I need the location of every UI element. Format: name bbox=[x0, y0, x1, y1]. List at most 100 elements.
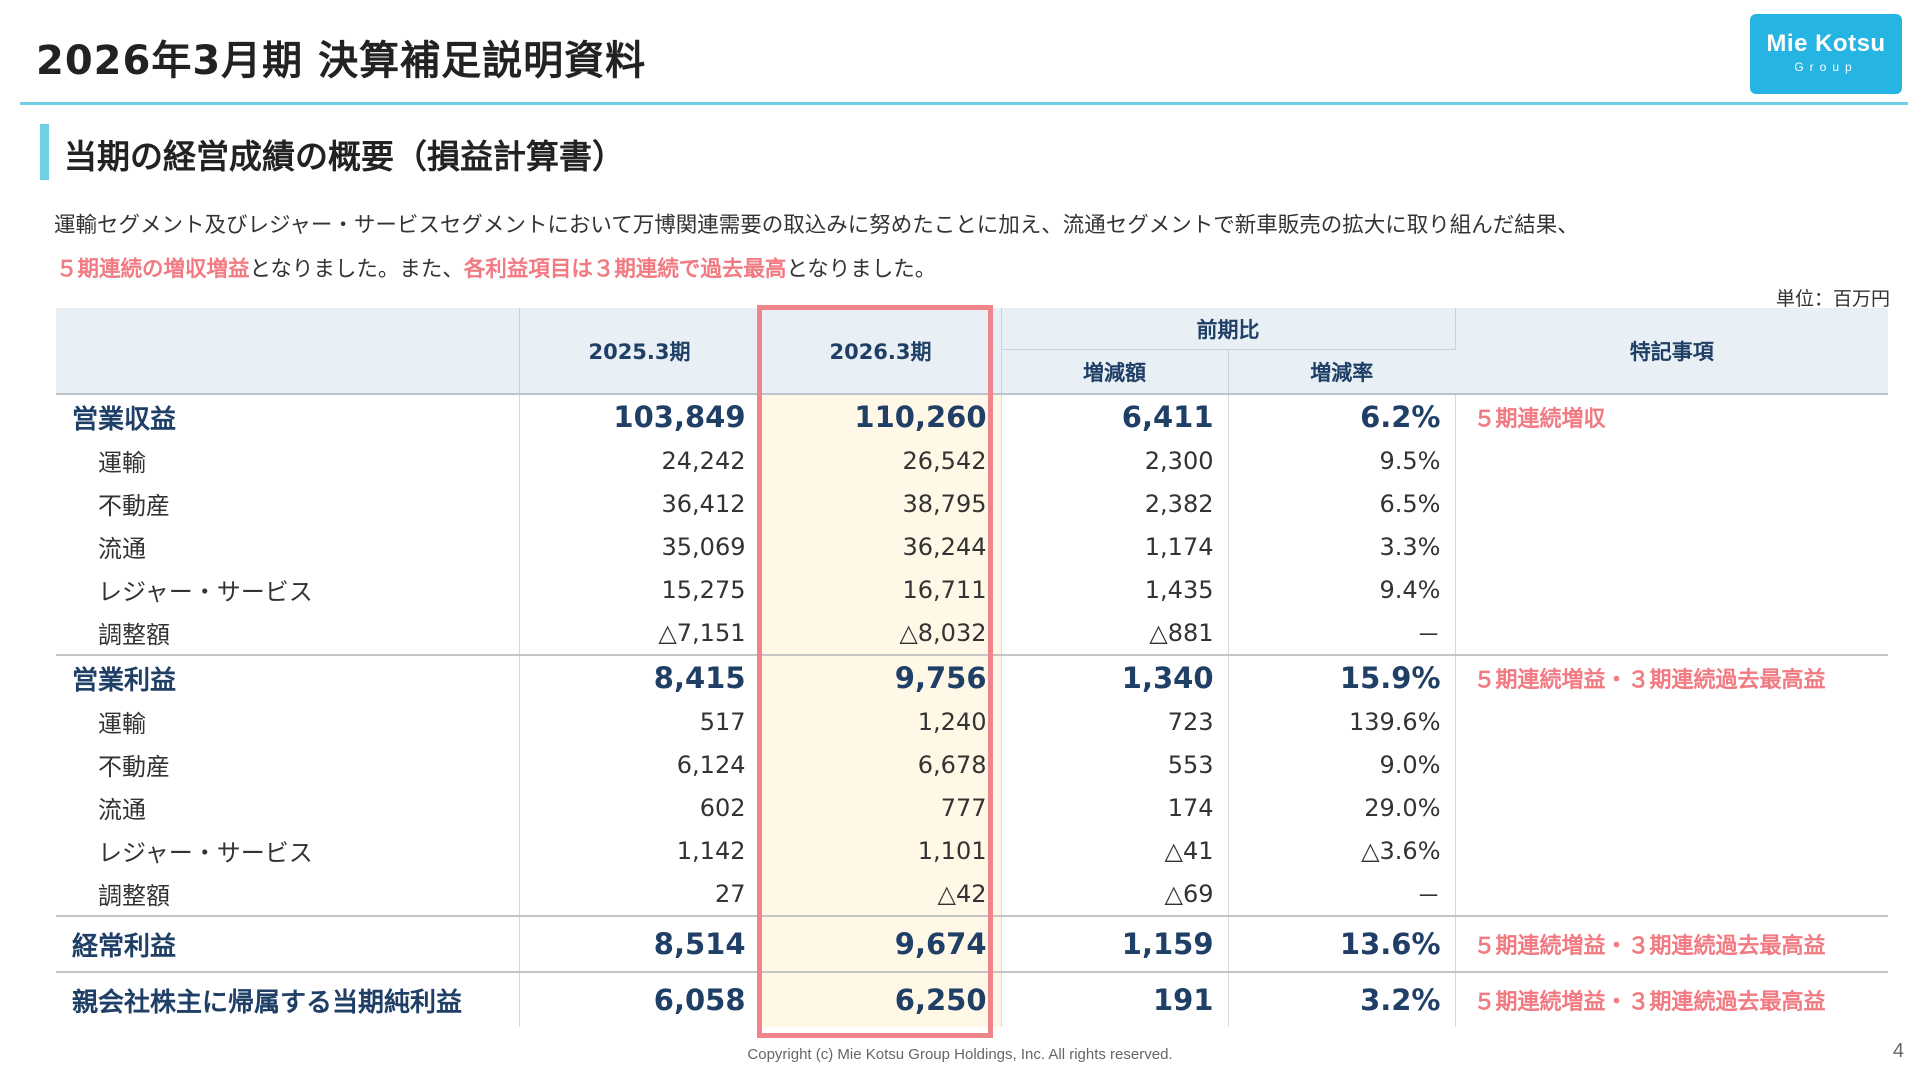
row-label: 営業利益 bbox=[56, 654, 520, 700]
intro-line-1: 運輸セグメント及びレジャー・サービスセグメントにおいて万博関連需要の取込みに努め… bbox=[54, 213, 1579, 238]
curr-value: 26,542 bbox=[760, 439, 1002, 482]
table-row: 運輸 24,242 26,542 2,300 9.5% bbox=[56, 439, 1888, 482]
rate-value: 3.3% bbox=[1228, 525, 1456, 568]
diff-value: 553 bbox=[1001, 743, 1229, 786]
intro-highlight-2: 各利益項目は３期連続で過去最高 bbox=[463, 257, 787, 282]
diff-value: 1,174 bbox=[1001, 525, 1229, 568]
header-notes: 特記事項 bbox=[1455, 308, 1888, 394]
note-text bbox=[1455, 786, 1888, 829]
curr-value: 6,250 bbox=[760, 971, 1002, 1027]
curr-value: 9,756 bbox=[760, 654, 1002, 700]
rate-value: 9.5% bbox=[1228, 439, 1456, 482]
row-label: 流通 bbox=[56, 786, 520, 829]
prev-value: 35,069 bbox=[519, 525, 761, 568]
prev-value: 15,275 bbox=[519, 568, 761, 611]
header-prev-period: 2025.3期 bbox=[519, 308, 761, 394]
row-label: 経常利益 bbox=[56, 915, 520, 972]
table-row: 親会社株主に帰属する当期純利益 6,058 6,250 191 3.2% ５期連… bbox=[56, 971, 1888, 1027]
prev-value: 6,058 bbox=[519, 971, 761, 1027]
table-row: 調整額 27 △42 △69 － bbox=[56, 872, 1888, 916]
row-label: 調整額 bbox=[56, 611, 520, 655]
rate-value: △3.6% bbox=[1228, 829, 1456, 872]
prev-value: △7,151 bbox=[519, 611, 761, 655]
row-label: レジャー・サービス bbox=[56, 568, 520, 611]
diff-value: 191 bbox=[1001, 971, 1229, 1027]
prev-value: 8,415 bbox=[519, 654, 761, 700]
diff-value: 1,340 bbox=[1001, 654, 1229, 700]
document-title: 2026年3月期 決算補足説明資料 bbox=[36, 38, 647, 84]
rate-value: 3.2% bbox=[1228, 971, 1456, 1027]
curr-value: 1,101 bbox=[760, 829, 1002, 872]
table-subheader-row: 増減額 増減率 bbox=[56, 349, 1888, 394]
rate-value: 9.0% bbox=[1228, 743, 1456, 786]
note-text bbox=[1455, 829, 1888, 872]
row-label: 不動産 bbox=[56, 743, 520, 786]
note-text bbox=[1455, 482, 1888, 525]
row-label: レジャー・サービス bbox=[56, 829, 520, 872]
note-text bbox=[1455, 568, 1888, 611]
table-row: レジャー・サービス 1,142 1,101 △41 △3.6% bbox=[56, 829, 1888, 872]
prev-value: 27 bbox=[519, 872, 761, 916]
rate-value: 13.6% bbox=[1228, 915, 1456, 972]
diff-value: 1,435 bbox=[1001, 568, 1229, 611]
diff-value: △881 bbox=[1001, 611, 1229, 655]
note-text: ５期連続増益・３期連続過去最高益 bbox=[1455, 915, 1888, 972]
table-row: 運輸 517 1,240 723 139.6% bbox=[56, 700, 1888, 743]
note-text: ５期連続増益・３期連続過去最高益 bbox=[1455, 971, 1888, 1027]
rate-value: 6.2% bbox=[1228, 393, 1456, 439]
table-row: 調整額 △7,151 △8,032 △881 － bbox=[56, 611, 1888, 655]
table-row: 営業収益 103,849 110,260 6,411 6.2% ５期連続増収 bbox=[56, 393, 1888, 439]
row-label: 流通 bbox=[56, 525, 520, 568]
prev-value: 36,412 bbox=[519, 482, 761, 525]
curr-value: 110,260 bbox=[760, 393, 1002, 439]
prev-value: 103,849 bbox=[519, 393, 761, 439]
unit-label: 単位：百万円 bbox=[1775, 288, 1890, 310]
intro-line-2: ５期連続の増収増益となりました。また、各利益項目は３期連続で過去最高となりました… bbox=[56, 252, 936, 283]
note-text: ５期連続増益・３期連続過去最高益 bbox=[1455, 654, 1888, 700]
rate-value: 29.0% bbox=[1228, 786, 1456, 829]
prev-value: 517 bbox=[519, 700, 761, 743]
intro-text-mid: となりました。また、 bbox=[249, 257, 464, 282]
curr-value: △8,032 bbox=[760, 611, 1002, 655]
section-accent-bar bbox=[40, 124, 49, 180]
diff-value: 2,382 bbox=[1001, 482, 1229, 525]
curr-value: 38,795 bbox=[760, 482, 1002, 525]
diff-value: 6,411 bbox=[1001, 393, 1229, 439]
diff-value: 2,300 bbox=[1001, 439, 1229, 482]
header-blank bbox=[56, 308, 520, 394]
table-row: 流通 602 777 174 29.0% bbox=[56, 786, 1888, 829]
logo-main-text: Mie Kotsu bbox=[1766, 30, 1886, 57]
header-curr-period: 2026.3期 bbox=[760, 308, 1002, 394]
diff-value: 723 bbox=[1001, 700, 1229, 743]
table-row: 経常利益 8,514 9,674 1,159 13.6% ５期連続増益・３期連続… bbox=[56, 915, 1888, 972]
rate-value: 6.5% bbox=[1228, 482, 1456, 525]
note-text bbox=[1455, 611, 1888, 655]
curr-value: 6,678 bbox=[760, 743, 1002, 786]
table-row: 流通 35,069 36,244 1,174 3.3% bbox=[56, 525, 1888, 568]
prev-value: 6,124 bbox=[519, 743, 761, 786]
row-label: 営業収益 bbox=[56, 393, 520, 439]
prev-value: 8,514 bbox=[519, 915, 761, 972]
diff-value: △69 bbox=[1001, 872, 1229, 916]
rate-value: 15.9% bbox=[1228, 654, 1456, 700]
prev-value: 602 bbox=[519, 786, 761, 829]
diff-value: 174 bbox=[1001, 786, 1229, 829]
prev-value: 24,242 bbox=[519, 439, 761, 482]
company-logo: Mie Kotsu Group bbox=[1750, 14, 1902, 94]
table-row: レジャー・サービス 15,275 16,711 1,435 9.4% bbox=[56, 568, 1888, 611]
note-text bbox=[1455, 700, 1888, 743]
table-row: 不動産 6,124 6,678 553 9.0% bbox=[56, 743, 1888, 786]
note-text bbox=[1455, 872, 1888, 916]
row-label: 調整額 bbox=[56, 872, 520, 916]
rate-value: － bbox=[1228, 872, 1456, 916]
row-label: 運輸 bbox=[56, 439, 520, 482]
note-text bbox=[1455, 525, 1888, 568]
note-text: ５期連続増収 bbox=[1455, 393, 1888, 439]
note-text bbox=[1455, 743, 1888, 786]
income-statement-table: 2025.3期 2026.3期 前期比 特記事項 増減額 増減率 営業収益 10… bbox=[56, 308, 1888, 1027]
rate-value: 139.6% bbox=[1228, 700, 1456, 743]
header-diff: 増減額 bbox=[1001, 349, 1229, 394]
diff-value: △41 bbox=[1001, 829, 1229, 872]
prev-value: 1,142 bbox=[519, 829, 761, 872]
row-label: 運輸 bbox=[56, 700, 520, 743]
